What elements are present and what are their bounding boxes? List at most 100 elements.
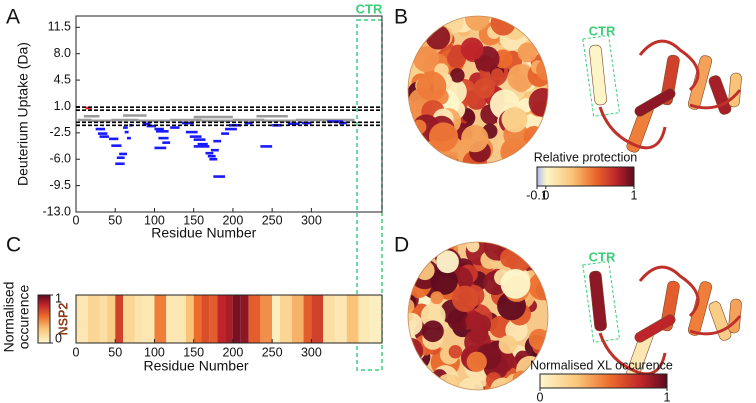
- helix: [708, 301, 732, 341]
- surface-patch: [501, 107, 528, 133]
- surface-patch: [413, 46, 440, 73]
- colorbar-tick-label: 1: [631, 188, 638, 202]
- surface-patch: [446, 48, 467, 69]
- surface-patch: [507, 64, 535, 92]
- surface-patch: [536, 126, 548, 145]
- y-tick-label: -2.5: [49, 125, 71, 139]
- helix: [687, 55, 713, 110]
- surface-patch: [498, 335, 518, 354]
- surface-outline: [407, 241, 549, 391]
- ctr-label: CTR: [356, 1, 383, 16]
- plot-frame: [75, 15, 383, 213]
- surface-patch: [420, 303, 446, 329]
- surface-patch: [466, 351, 487, 372]
- ctr-label: CTR: [589, 249, 616, 264]
- colorbar: [37, 294, 51, 344]
- helix: [708, 75, 732, 115]
- surface-patch: [408, 312, 423, 336]
- x-tick-label: 150: [183, 345, 204, 359]
- surface-patch: [408, 298, 415, 314]
- colorbar-title: Normalised XL occurence: [530, 358, 673, 372]
- surface-patch: [457, 377, 484, 390]
- heat-cell: [193, 295, 202, 343]
- helix: [589, 270, 607, 332]
- surface-patch: [408, 144, 428, 164]
- surface-patch: [408, 36, 416, 54]
- heat-cell: [272, 295, 280, 343]
- surface-patch: [408, 366, 423, 382]
- surface-patch: [521, 242, 547, 257]
- surface-patch: [429, 380, 448, 390]
- x-tick-label: 100: [144, 345, 165, 359]
- protein-structures: [407, 15, 742, 391]
- surface-patch: [530, 16, 545, 24]
- x-tick-label: 100: [144, 213, 165, 227]
- y-tick-label: 8.0: [54, 46, 71, 60]
- surface-patch: [500, 268, 531, 299]
- surface-patch: [408, 249, 423, 265]
- surface-patch: [465, 16, 490, 31]
- colorbar-tick-label: 1: [55, 291, 62, 305]
- heat-cell: [185, 295, 194, 343]
- heat-cell: [346, 295, 359, 343]
- surface-patch: [408, 381, 419, 390]
- surface-patch: [461, 124, 489, 153]
- surface-patch: [524, 17, 542, 36]
- surface-patch: [408, 362, 417, 378]
- surface-patch: [435, 242, 455, 250]
- heat-cell: [217, 295, 226, 343]
- surface-patch: [536, 16, 548, 29]
- surface-patch: [534, 249, 547, 262]
- surface-patch: [408, 377, 428, 390]
- surface-outline: [407, 15, 549, 165]
- heat-cell: [323, 295, 335, 343]
- helix: [589, 44, 607, 106]
- surface-patch: [462, 109, 475, 122]
- heat-cell: [76, 295, 88, 343]
- ctr-box: [582, 34, 620, 117]
- x-axis-label: Residue Number: [143, 358, 248, 374]
- colorbar-tick-label: 0: [537, 390, 544, 403]
- surface-patch: [460, 37, 484, 61]
- heat-cell: [311, 295, 324, 343]
- y-tick-label: 11.5: [48, 20, 71, 34]
- surface-patch: [541, 242, 548, 252]
- surface-patch: [465, 311, 485, 331]
- y-axis-label: Normalised: [1, 282, 17, 353]
- colorbar-tick-label: 0: [542, 188, 549, 202]
- heat-cell: [142, 295, 155, 343]
- plot-frame: [75, 294, 383, 344]
- x-tick-label: 200: [222, 345, 243, 359]
- surface-patch: [490, 16, 516, 36]
- surface-patch: [411, 119, 427, 135]
- surface-patch: [451, 285, 479, 312]
- surface-patch: [426, 153, 440, 164]
- surface-patch: [422, 320, 444, 343]
- heat-cell: [209, 295, 218, 343]
- surface-patch: [408, 266, 418, 282]
- surface-patch: [436, 250, 459, 274]
- colorbar-title: Relative protection: [534, 150, 638, 164]
- heat-cell: [201, 295, 210, 343]
- heat-cell: [232, 295, 241, 343]
- x-tick-label: 50: [108, 213, 122, 227]
- surface-patch: [437, 373, 458, 390]
- heat-cell: [107, 295, 116, 343]
- x-tick-label: 300: [301, 213, 322, 227]
- loop: [598, 39, 742, 150]
- surface-patch: [408, 365, 424, 385]
- surface-patch: [408, 360, 413, 374]
- x-tick-label: 300: [301, 345, 322, 359]
- protein-surface: [408, 242, 548, 390]
- heat-cell: [225, 295, 233, 343]
- surface-patch: [408, 140, 417, 157]
- surface-patch: [421, 242, 434, 252]
- helix: [634, 314, 676, 343]
- heat-cell: [334, 295, 347, 343]
- y-axis-label: occurence: [16, 284, 32, 349]
- colorbar: [539, 373, 668, 389]
- y-tick-label: 4.5: [54, 72, 71, 86]
- heat-cell: [370, 295, 382, 343]
- surface-patch: [419, 380, 439, 390]
